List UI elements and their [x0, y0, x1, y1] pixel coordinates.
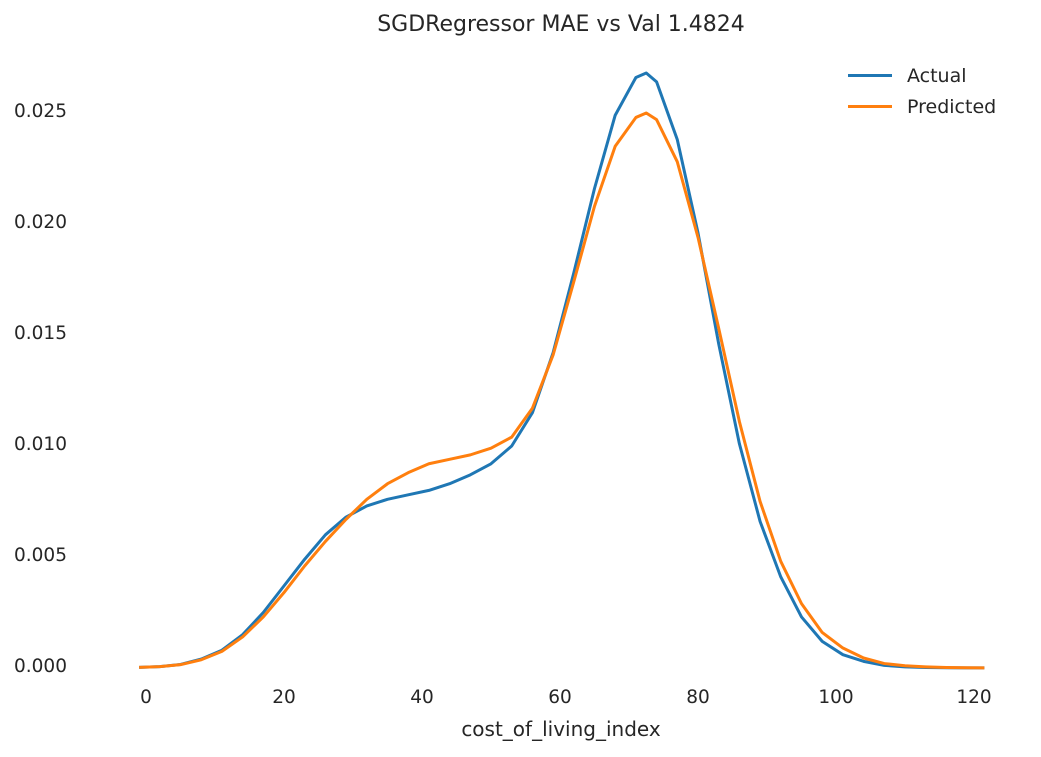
x-tick-label: 20 — [272, 687, 296, 708]
legend-entry-actual: Actual — [848, 60, 996, 91]
legend-label-actual: Actual — [907, 64, 967, 87]
y-tick-label: 0.015 — [14, 323, 67, 344]
y-tick-label: 0.010 — [14, 434, 67, 455]
series-line-actual — [139, 71, 985, 670]
x-tick-label: 100 — [818, 687, 854, 708]
x-tick-label: 120 — [956, 687, 992, 708]
x-tick-label: 0 — [140, 687, 152, 708]
y-tick-label: 0.025 — [14, 101, 67, 122]
chart-title: SGDRegressor MAE vs Val 1.4824 — [377, 12, 745, 37]
x-axis-label: cost_of_living_index — [461, 717, 661, 741]
legend-entry-predicted: Predicted — [848, 91, 996, 122]
x-tick-label: 40 — [410, 687, 434, 708]
y-tick-label: 0.000 — [14, 656, 67, 677]
legend-swatch-predicted — [848, 105, 892, 108]
y-tick-label: 0.020 — [14, 212, 67, 233]
legend-swatch-actual — [848, 74, 892, 77]
x-tick-label: 80 — [686, 687, 710, 708]
legend-label-predicted: Predicted — [907, 95, 997, 118]
legend: Actual Predicted — [848, 60, 996, 122]
series-line-predicted — [139, 111, 985, 670]
y-tick-label: 0.005 — [14, 545, 67, 566]
x-tick-label: 60 — [548, 687, 572, 708]
